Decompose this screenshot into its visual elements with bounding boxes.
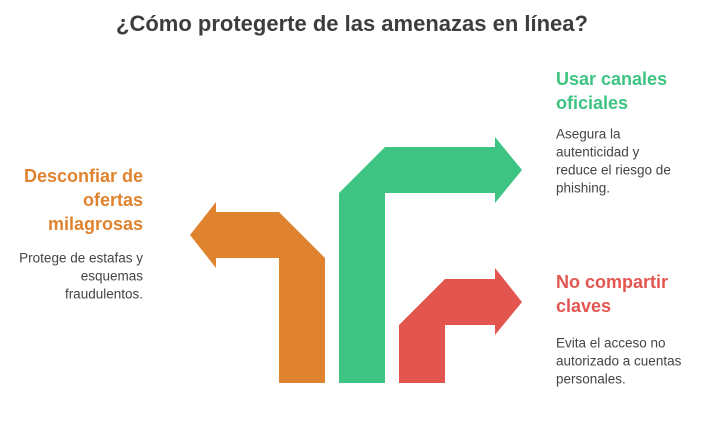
- item-heading: Desconfiar de: [24, 166, 143, 186]
- arrow-short-right: [399, 268, 522, 383]
- item-description: esquemas: [81, 269, 144, 284]
- item-description: autenticidad y: [556, 145, 640, 160]
- item-heading: milagrosas: [48, 214, 143, 234]
- item-description: reduce el riesgo de: [556, 163, 671, 178]
- item-description: fraudulentos.: [65, 287, 143, 302]
- item-heading: claves: [556, 296, 611, 316]
- arrow-up-right: [339, 137, 522, 383]
- item-heading: Usar canales: [556, 69, 667, 89]
- item-heading: ofertas: [83, 190, 143, 210]
- title: ¿Cómo protegerte de las amenazas en líne…: [116, 11, 588, 36]
- item-description: autorizado a cuentas: [556, 354, 682, 369]
- item-description: Evita el acceso no: [556, 336, 666, 351]
- arrow-left: [190, 202, 325, 383]
- item-heading: No compartir: [556, 272, 668, 292]
- item-heading: oficiales: [556, 93, 628, 113]
- item-description: personales.: [556, 372, 626, 387]
- item-description: phishing.: [556, 181, 610, 196]
- item-description: Asegura la: [556, 127, 621, 142]
- item-description: Protege de estafas y: [19, 251, 143, 266]
